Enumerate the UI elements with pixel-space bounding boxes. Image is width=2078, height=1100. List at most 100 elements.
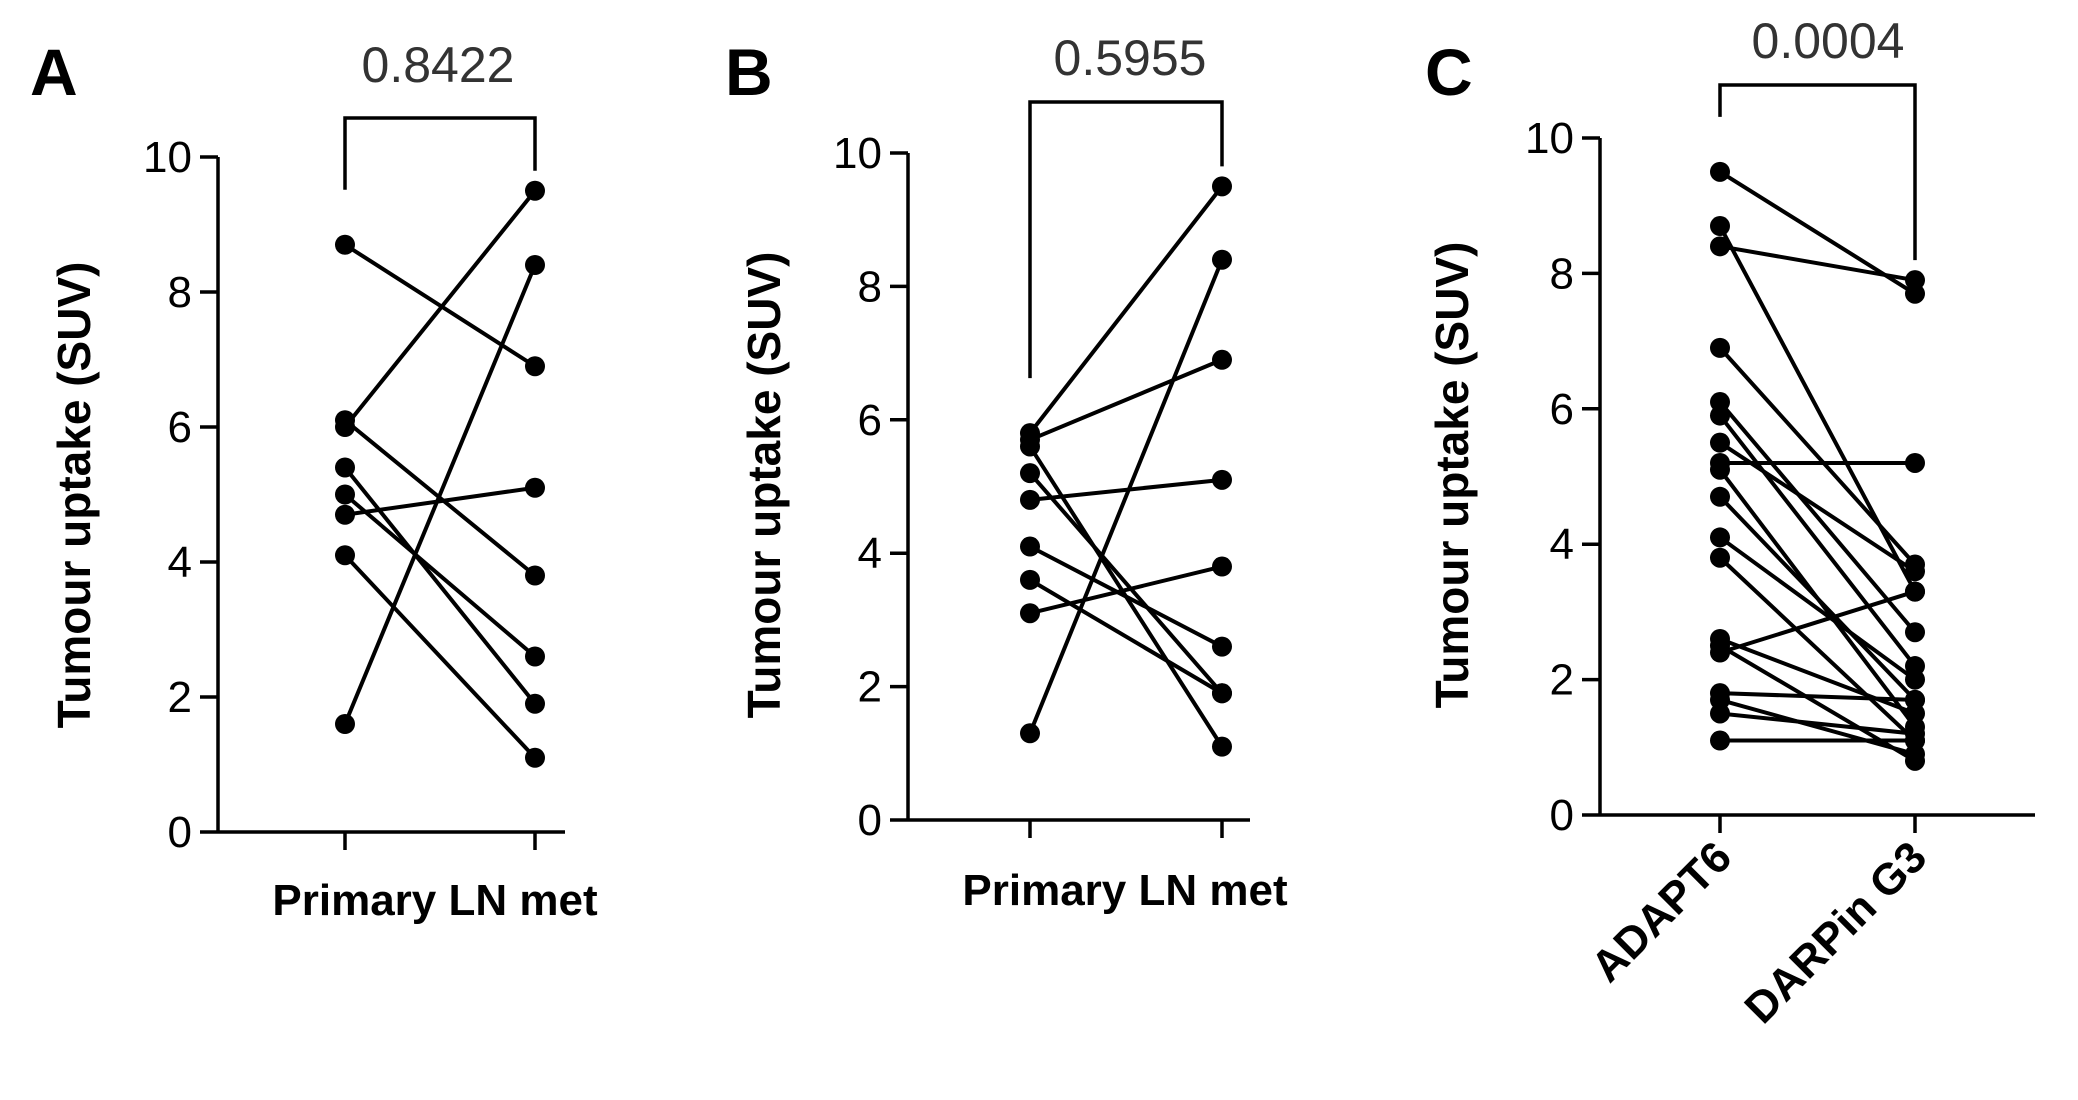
y-tick-label: 0: [1550, 791, 1574, 840]
data-point: [335, 234, 355, 255]
data-point: [525, 646, 545, 667]
data-point: [1710, 547, 1730, 568]
pair-line: [343, 492, 537, 659]
pair-line: [1718, 495, 1917, 702]
data-point: [1020, 429, 1040, 450]
data-point: [335, 410, 355, 431]
y-tick-label: 2: [858, 663, 882, 712]
pair-line: [1028, 578, 1224, 695]
pair-line: [1028, 258, 1224, 735]
data-point: [1710, 405, 1730, 426]
panel-b: B Tumour uptake (SUV) 0.5955 Primary LN …: [725, 30, 1288, 915]
axes: 0 2 4 6 8 10: [833, 100, 1250, 845]
pair-line: [1719, 589, 1916, 655]
paired-series: [1020, 176, 1232, 757]
data-point: [1212, 683, 1232, 704]
pair-line: [1718, 400, 1917, 634]
data-point: [1710, 527, 1730, 548]
data-point: [1212, 636, 1232, 657]
paired-series: [1710, 161, 1925, 771]
y-tick-label: 0: [168, 808, 192, 857]
data-point: [1710, 236, 1730, 257]
y-tick-label: 4: [1550, 520, 1574, 569]
panel-c: C Tumour uptake (SUV) 0.0004 0 2 4 6 8 10 ADAP…: [1425, 13, 2035, 1033]
data-point: [335, 714, 355, 734]
data-point: [525, 747, 545, 768]
pair-line: [1719, 244, 1916, 283]
data-point: [1710, 337, 1730, 358]
y-tick-label: 8: [168, 268, 192, 317]
y-tick-label: 6: [168, 403, 192, 452]
data-point: [1212, 736, 1232, 757]
data-point: [1710, 216, 1730, 237]
data-point: [1905, 561, 1925, 582]
pair-line: [1029, 477, 1223, 502]
data-point: [1710, 432, 1730, 453]
pair-line: [1028, 185, 1224, 435]
panel-letter: A: [30, 35, 78, 109]
pair-line: [1028, 471, 1224, 695]
pair-line: [343, 243, 537, 368]
p-value: 0.5955: [1054, 30, 1207, 86]
y-axis-label: Tumour uptake (SUV): [1426, 242, 1478, 709]
data-point: [525, 356, 545, 377]
y-tick-label: 8: [1550, 249, 1574, 298]
pair-line: [1719, 637, 1916, 716]
panel-a: A Tumour uptake (SUV) 0.8422 Primary LN …: [30, 35, 598, 925]
pair-line: [343, 264, 537, 725]
data-point: [1020, 536, 1040, 557]
y-axis-label: Tumour uptake (SUV): [738, 252, 790, 719]
x-axis-label: Primary LN met: [272, 876, 598, 925]
data-point: [1212, 469, 1232, 490]
y-tick-label: 2: [168, 673, 192, 722]
significance-bracket: [1718, 83, 1917, 261]
data-point: [1020, 569, 1040, 590]
y-tick-label: 10: [1525, 114, 1574, 163]
data-point: [1905, 730, 1925, 751]
y-tick-label: 0: [858, 796, 882, 845]
data-point: [525, 477, 545, 498]
data-point: [1710, 635, 1730, 656]
y-tick-label: 2: [1550, 656, 1574, 705]
y-tick-label: 6: [1550, 385, 1574, 434]
data-point: [1212, 249, 1232, 270]
pair-line: [343, 189, 537, 429]
data-point: [525, 565, 545, 586]
data-point: [335, 504, 355, 525]
data-point: [525, 180, 545, 201]
data-point: [1710, 459, 1730, 480]
data-point: [1212, 349, 1232, 370]
data-point: [335, 545, 355, 566]
pair-line: [1718, 346, 1917, 566]
y-axis-label: Tumour uptake (SUV): [48, 262, 100, 729]
data-point: [1905, 669, 1925, 690]
x-tick-label: ADAPT6: [1582, 832, 1741, 991]
pair-line: [1029, 564, 1223, 616]
data-point: [1905, 581, 1925, 602]
pair-line: [1718, 414, 1917, 668]
pair-line: [1718, 556, 1917, 742]
data-point: [335, 457, 355, 478]
data-point: [1905, 270, 1925, 291]
panel-letter: C: [1425, 35, 1473, 109]
pair-line: [1719, 697, 1916, 756]
p-value: 0.8422: [362, 37, 515, 93]
paired-series: [335, 180, 545, 768]
y-tick-label: 6: [858, 396, 882, 445]
data-point: [1710, 161, 1730, 182]
data-point: [1020, 603, 1040, 624]
y-tick-label: 4: [858, 529, 882, 578]
pair-line: [344, 485, 536, 517]
data-point: [1212, 556, 1232, 577]
x-tick-label: DARPin G3: [1735, 832, 1936, 1033]
pair-line: [1029, 544, 1223, 649]
pair-line: [343, 418, 537, 578]
y-tick-label: 10: [143, 133, 192, 182]
data-point: [525, 693, 545, 714]
panel-letter: B: [725, 35, 773, 109]
p-value: 0.0004: [1752, 13, 1905, 69]
pair-line: [1718, 225, 1917, 593]
data-point: [1212, 176, 1232, 197]
pair-line: [343, 466, 537, 706]
